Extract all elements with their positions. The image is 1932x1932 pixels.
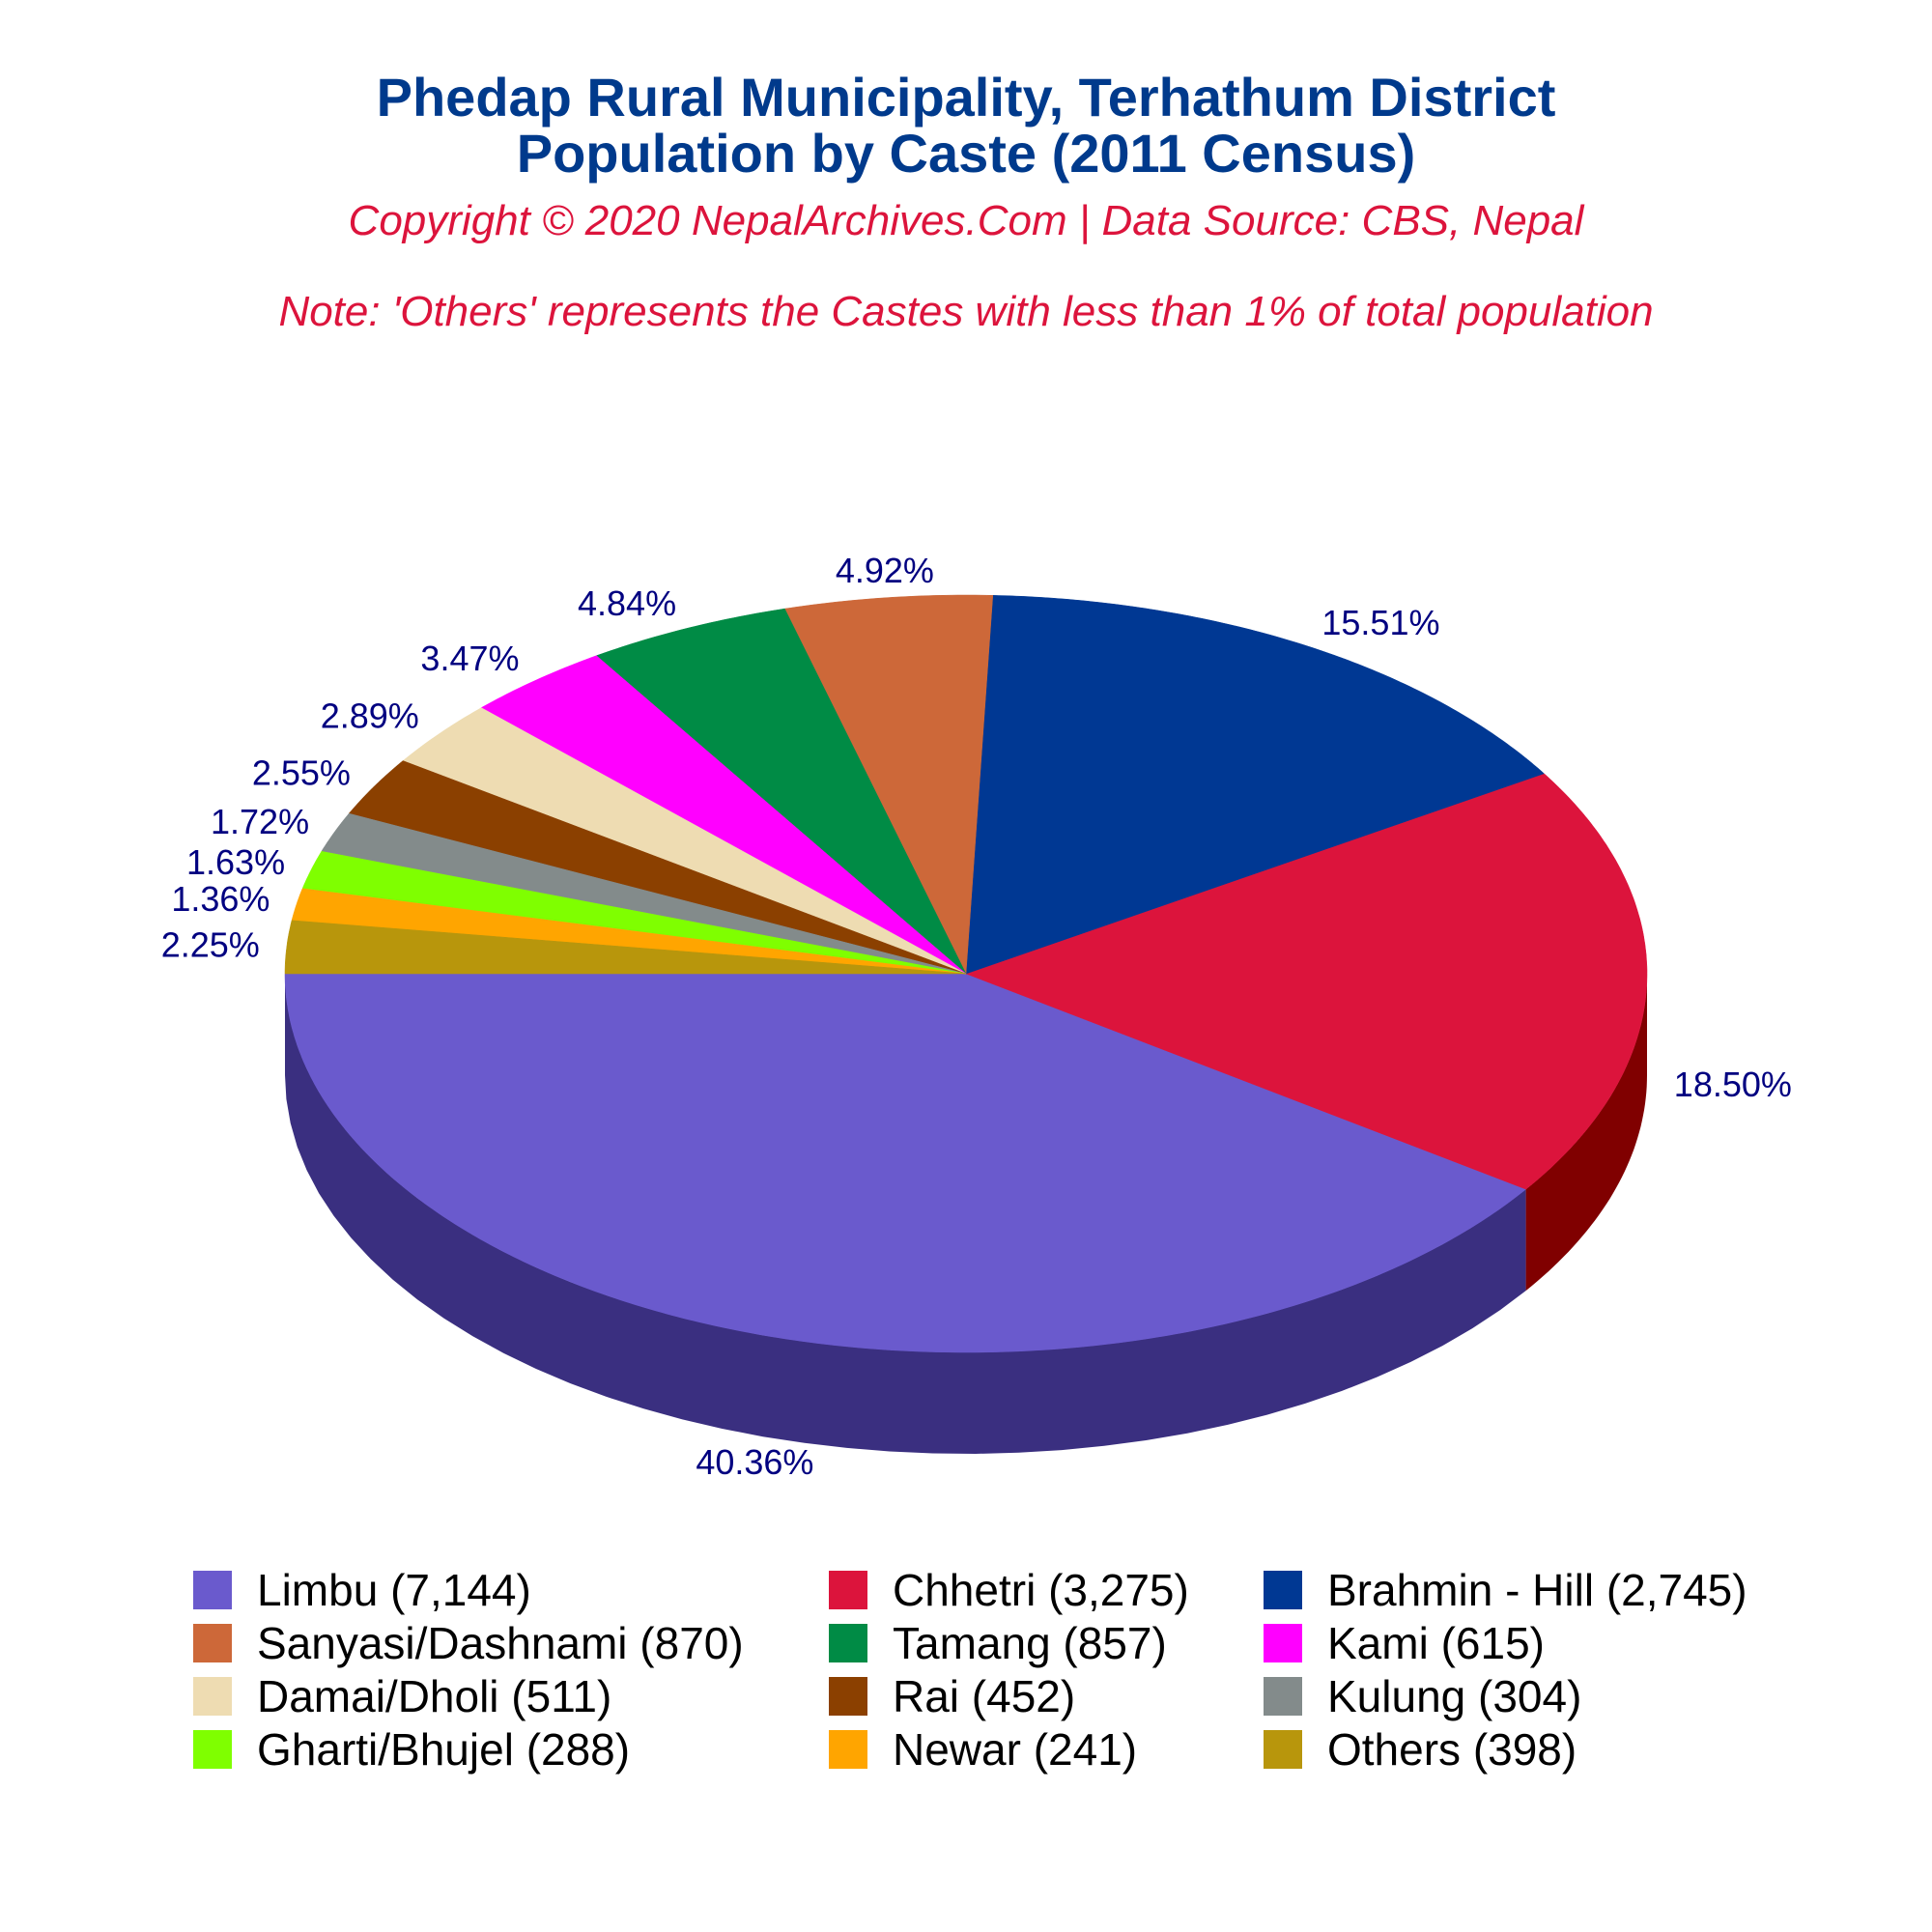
pie-label-0: 40.36% — [696, 1442, 813, 1482]
note-text: Note: 'Others' represents the Castes wit… — [278, 288, 1654, 335]
legend-swatch — [1264, 1624, 1302, 1662]
legend-swatch — [1264, 1571, 1302, 1609]
legend-swatch — [829, 1624, 867, 1662]
legend-item: Limbu (7,144) — [193, 1565, 829, 1615]
pie-side-1 — [1525, 974, 1647, 1292]
legend-swatch — [829, 1571, 867, 1609]
legend-item: Brahmin - Hill (2,745) — [1264, 1565, 1804, 1615]
legend-label: Limbu (7,144) — [257, 1565, 531, 1615]
pie-slice-5 — [480, 655, 967, 975]
legend-swatch — [1264, 1730, 1302, 1769]
pie-slice-10 — [291, 888, 967, 975]
pie-label-2: 15.51% — [1321, 603, 1439, 642]
pie-label-4: 4.84% — [578, 583, 676, 623]
legend-item: Kulung (304) — [1264, 1671, 1804, 1721]
pie-label-6: 2.89% — [321, 696, 419, 735]
pie-slice-11 — [284, 920, 967, 975]
copyright-text: Copyright © 2020 NepalArchives.Com | Dat… — [348, 197, 1584, 244]
pie-slice-0 — [284, 973, 1527, 1353]
pie-label-7: 2.55% — [252, 753, 351, 792]
pie-side-0 — [285, 974, 1526, 1454]
pie-slice-2 — [965, 595, 1545, 975]
pie-slice-9 — [301, 851, 967, 975]
legend-swatch — [193, 1730, 232, 1769]
legend-item: Damai/Dholi (511) — [193, 1671, 829, 1721]
legend-item: Others (398) — [1264, 1724, 1804, 1775]
legend-swatch — [193, 1677, 232, 1716]
pie-slice-4 — [595, 608, 967, 975]
legend-item: Gharti/Bhujel (288) — [193, 1724, 829, 1775]
pie-label-3: 4.92% — [836, 551, 934, 590]
legend-swatch — [193, 1624, 232, 1662]
chart-title-line-1: Phedap Rural Municipality, Terhathum Dis… — [376, 67, 1556, 128]
legend-item: Kami (615) — [1264, 1618, 1804, 1668]
pie-label-9: 1.63% — [186, 842, 285, 882]
pie-slice-3 — [783, 594, 994, 975]
pie-label-11: 2.25% — [161, 924, 260, 964]
legend-label: Chhetri (3,275) — [893, 1565, 1189, 1615]
legend-label: Rai (452) — [893, 1671, 1076, 1721]
pie-slice-7 — [348, 760, 967, 975]
legend-item: Chhetri (3,275) — [829, 1565, 1264, 1615]
legend-swatch — [193, 1571, 232, 1609]
legend-label: Brahmin - Hill (2,745) — [1327, 1565, 1747, 1615]
legend-label: Kami (615) — [1327, 1618, 1545, 1668]
legend-label: Sanyasi/Dashnami (870) — [257, 1618, 744, 1668]
legend-item: Rai (452) — [829, 1671, 1264, 1721]
legend-label: Others (398) — [1327, 1724, 1577, 1775]
chart-title-line-2: Population by Caste (2011 Census) — [516, 123, 1416, 184]
legend-item: Sanyasi/Dashnami (870) — [193, 1618, 829, 1668]
legend-label: Newar (241) — [893, 1724, 1138, 1775]
pie-label-8: 1.72% — [211, 802, 309, 841]
pie-label-1: 18.50% — [1674, 1065, 1792, 1104]
legend-swatch — [1264, 1677, 1302, 1716]
pie-slice-8 — [321, 812, 967, 975]
legend-swatch — [829, 1730, 867, 1769]
legend-label: Gharti/Bhujel (288) — [257, 1724, 631, 1775]
legend-label: Tamang (857) — [893, 1618, 1167, 1668]
legend-swatch — [829, 1677, 867, 1716]
pie-label-5: 3.47% — [420, 639, 519, 678]
legend: Limbu (7,144) Chhetri (3,275) Brahmin - Hi… — [193, 1565, 1835, 1775]
pie-label-10: 1.36% — [171, 879, 270, 919]
pie-slice-6 — [402, 707, 967, 975]
legend-item: Tamang (857) — [829, 1618, 1264, 1668]
legend-item: Newar (241) — [829, 1724, 1264, 1775]
legend-label: Kulung (304) — [1327, 1671, 1582, 1721]
legend-label: Damai/Dholi (511) — [257, 1671, 612, 1721]
pie-slice-1 — [965, 773, 1648, 1190]
